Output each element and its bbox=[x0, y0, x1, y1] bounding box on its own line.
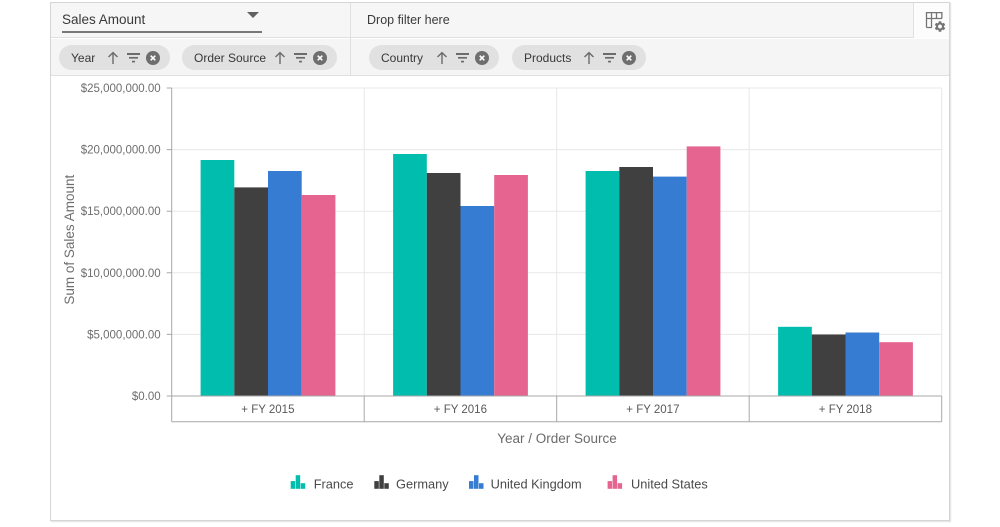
svg-text:+ FY 2016: + FY 2016 bbox=[434, 404, 487, 416]
svg-text:+ FY 2018: + FY 2018 bbox=[819, 404, 872, 416]
svg-text:Germany: Germany bbox=[396, 476, 449, 491]
svg-text:$10,000,000.00: $10,000,000.00 bbox=[81, 268, 161, 280]
svg-text:$0.00: $0.00 bbox=[132, 391, 161, 403]
svg-text:France: France bbox=[314, 476, 354, 491]
svg-text:Year / Order Source: Year / Order Source bbox=[497, 431, 617, 446]
svg-text:$25,000,000.00: $25,000,000.00 bbox=[81, 83, 161, 95]
svg-text:$5,000,000.00: $5,000,000.00 bbox=[87, 329, 161, 341]
svg-text:+ FY 2017: + FY 2017 bbox=[626, 404, 679, 416]
svg-text:United States: United States bbox=[631, 476, 708, 491]
svg-text:United Kingdom: United Kingdom bbox=[491, 476, 582, 491]
svg-text:$15,000,000.00: $15,000,000.00 bbox=[81, 206, 161, 218]
svg-text:Sum of Sales Amount: Sum of Sales Amount bbox=[62, 175, 77, 305]
svg-text:$20,000,000.00: $20,000,000.00 bbox=[81, 145, 161, 157]
svg-text:+ FY 2015: + FY 2015 bbox=[241, 404, 294, 416]
